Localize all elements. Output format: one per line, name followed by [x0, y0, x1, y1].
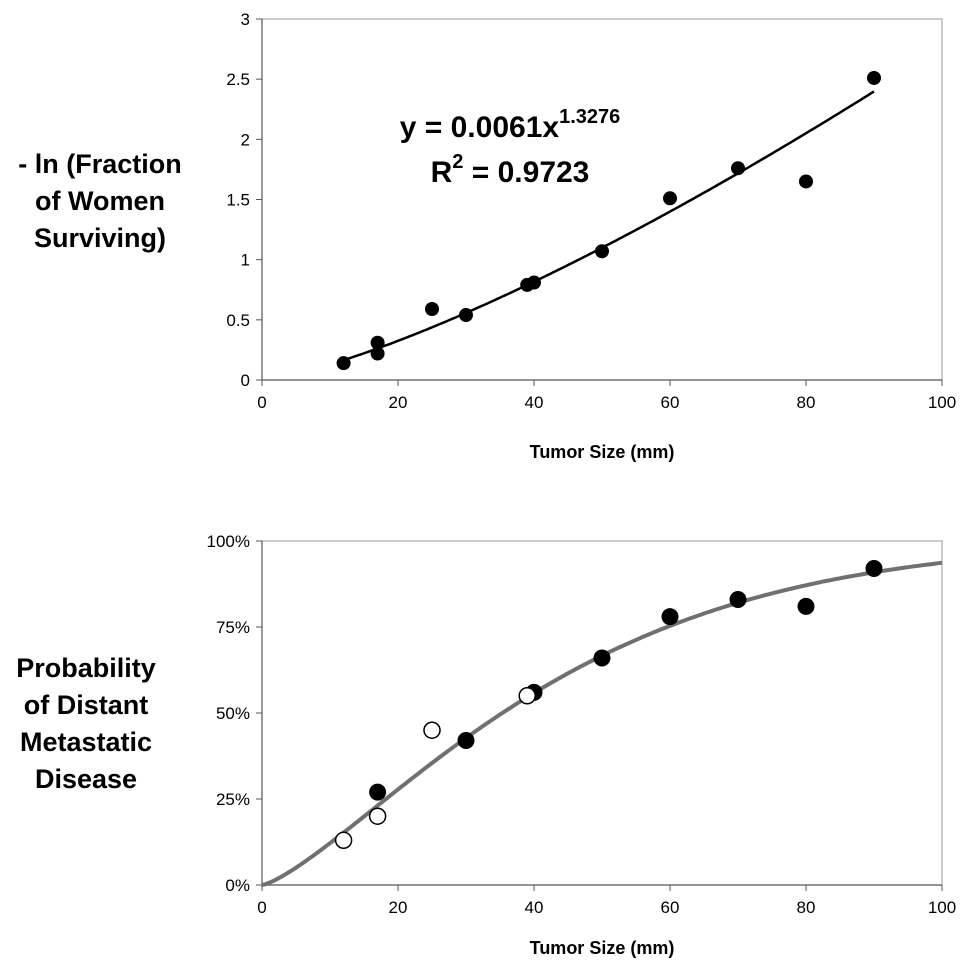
metastasis-probability-chart: Tumor Size (mm) 0% 25% 50% 75% 100% 0 20 40 60 80…	[207, 532, 957, 958]
data-point	[425, 302, 439, 317]
y-tick-label: 1.5	[226, 191, 250, 210]
data-point	[731, 161, 745, 176]
chart2-ylabel-line: Disease	[34, 764, 138, 794]
data-point	[799, 174, 813, 189]
data-point	[527, 275, 541, 290]
x-tick-label: 20	[389, 393, 408, 412]
x-tick-label: 0	[257, 393, 266, 412]
filled-data-point	[729, 590, 747, 608]
y-tick-label: 0.5	[226, 311, 250, 330]
filled-data-point	[369, 783, 387, 801]
y-tick-label: 75%	[216, 618, 250, 637]
open-data-point	[518, 687, 536, 705]
y-tick-label: 0%	[225, 876, 250, 895]
survival-power-chart: y = 0.0061x1.3276 R2 = 0.9723 Tumor Size…	[226, 10, 956, 462]
y-tick-label: 2.5	[226, 70, 250, 89]
x-tick-label: 60	[661, 898, 680, 917]
x-tick-label: 40	[525, 898, 544, 917]
plot-frame	[261, 540, 943, 886]
r-squared-value: = 0.9723	[463, 156, 589, 189]
r-squared-superscript: 2	[452, 151, 463, 173]
data-point	[867, 70, 881, 85]
equation-label: y = 0.0061x1.3276	[400, 106, 621, 144]
y-tick-label: 100%	[207, 532, 250, 551]
x-tick-label: 100	[928, 393, 956, 412]
chart1-ylabel-line: of Women	[35, 186, 165, 216]
open-data-point	[423, 721, 441, 739]
equation-text: y = 0.0061x	[400, 111, 560, 144]
data-point	[370, 346, 385, 361]
x-tick-label: 100	[928, 898, 956, 917]
y-tick-label: 50%	[216, 704, 250, 723]
r-squared-symbol: R	[431, 156, 453, 189]
chart2-x-axis-label: Tumor Size (mm)	[530, 938, 675, 958]
fit-curve	[261, 560, 943, 887]
x-tick-label: 80	[797, 898, 816, 917]
r-squared-label: R2 = 0.9723	[431, 151, 590, 189]
chart1-y-axis-label: - ln (Fraction of Women Surviving)	[0, 146, 200, 257]
data-point	[459, 308, 473, 323]
data-point	[595, 244, 609, 259]
x-tick-label: 40	[525, 393, 544, 412]
y-tick-label: 25%	[216, 790, 250, 809]
chart2-ylabel-line: of Distant	[23, 690, 149, 720]
y-tick-label: 1	[241, 251, 250, 270]
fit-curve	[343, 90, 875, 362]
x-tick-label: 0	[257, 898, 266, 917]
filled-data-point	[865, 560, 883, 578]
data-point	[663, 191, 677, 206]
filled-data-point	[457, 732, 475, 750]
y-tick-label: 2	[241, 130, 250, 149]
plot-frame	[261, 18, 943, 381]
chart2-ylabel-line: Metastatic	[19, 727, 153, 757]
equation-exponent: 1.3276	[559, 106, 620, 128]
filled-data-point	[661, 608, 679, 626]
y-tick-label: 3	[241, 10, 250, 29]
chart2-ylabel-line: Probability	[16, 653, 156, 683]
filled-data-point	[797, 597, 815, 615]
data-point	[370, 335, 385, 350]
x-tick-label: 80	[797, 393, 816, 412]
chart1-ylabel-line: Surviving)	[33, 223, 167, 253]
chart2-y-axis-label: Probability of Distant Metastatic Diseas…	[0, 650, 172, 798]
filled-data-point	[593, 649, 611, 667]
chart1-ylabel-line: - ln (Fraction	[18, 149, 182, 179]
data-point	[336, 356, 351, 371]
x-tick-label: 60	[661, 393, 680, 412]
chart1-x-axis-label: Tumor Size (mm)	[530, 442, 675, 462]
x-tick-label: 20	[389, 898, 408, 917]
open-data-point	[334, 831, 353, 850]
open-data-point	[368, 807, 387, 825]
y-tick-label: 0	[241, 371, 250, 390]
